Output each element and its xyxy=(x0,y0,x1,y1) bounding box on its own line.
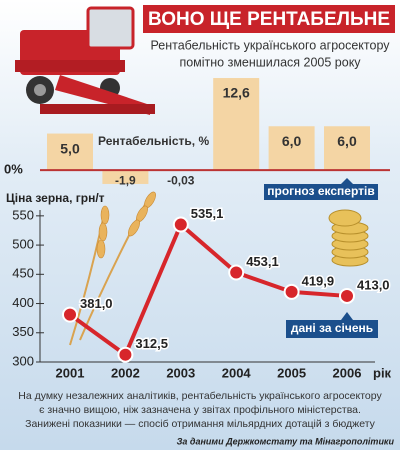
x-tick-label: 2006 xyxy=(333,365,362,380)
subtitle: Рентабельність українського агросектору xyxy=(150,38,390,52)
x-tick-label: 2003 xyxy=(166,365,195,380)
value-label: 535,1 xyxy=(191,206,224,221)
line xyxy=(68,222,348,357)
annotation-text: дані за січень xyxy=(291,321,373,335)
value-label: 5,0 xyxy=(60,140,80,156)
x-tick-label: 2001 xyxy=(56,365,85,380)
y-tick-label: 550 xyxy=(12,207,34,222)
bar xyxy=(102,170,149,184)
y-axis-label: Ціна зерна, грн/т xyxy=(6,191,105,205)
y-tick-label: 400 xyxy=(12,295,34,310)
y-tick-label: 350 xyxy=(12,324,34,339)
annotation-text: прогноз експертів xyxy=(267,184,375,198)
wheat-illustration xyxy=(69,191,156,346)
value-label: 6,0 xyxy=(282,133,302,149)
title-banner xyxy=(143,5,395,33)
value-label: -1,9 xyxy=(115,173,136,187)
value-label: 453,1 xyxy=(246,254,279,269)
bar xyxy=(324,126,370,171)
footer-note: Занижені показники — спосіб отримання мі… xyxy=(25,418,376,430)
y-tick-label: 500 xyxy=(12,237,34,252)
annotation: прогноз експертів xyxy=(264,178,378,200)
y-tick-label: 0% xyxy=(4,162,23,177)
footer-note: На думку незалежних аналітиків, рентабел… xyxy=(18,390,382,402)
marker xyxy=(228,264,245,281)
bar xyxy=(213,78,260,171)
value-label: 419,9 xyxy=(302,273,335,288)
chart-title: ВОНО ЩЕ РЕНТАБЕЛЬНЕ xyxy=(148,9,390,30)
y-tick-label: 300 xyxy=(12,353,34,368)
bar xyxy=(268,126,315,171)
subtitle: помітно зменшилася 2005 року xyxy=(179,55,361,69)
marker xyxy=(62,306,78,323)
x-tick-label: 2002 xyxy=(111,365,140,380)
annotation: дані за січень xyxy=(286,312,378,338)
x-tick-label: 2005 xyxy=(277,365,306,380)
value-label: -0,03 xyxy=(167,173,195,187)
footer-note: є значно вищою, ніж зазначена у звітах п… xyxy=(39,404,361,416)
y-tick-label: 450 xyxy=(12,266,34,281)
x-axis-label: рік xyxy=(373,365,392,380)
x-tick-label: 2004 xyxy=(222,365,252,380)
marker xyxy=(283,283,300,300)
bar xyxy=(47,133,93,171)
y-axis-label: Рентабельність, % xyxy=(98,134,209,148)
marker xyxy=(172,216,189,233)
value-label: 312,5 xyxy=(135,336,168,351)
value-label: 413,0 xyxy=(357,277,390,292)
coins-illustration xyxy=(328,209,369,267)
harvester-illustration xyxy=(15,6,155,115)
marker xyxy=(339,287,355,304)
value-label: 12,6 xyxy=(223,85,250,101)
source: За даними Держкомстату та Мінагрополітик… xyxy=(177,436,395,446)
marker xyxy=(117,346,134,363)
value-label: 6,0 xyxy=(337,133,357,149)
value-label: 381,0 xyxy=(80,296,113,311)
